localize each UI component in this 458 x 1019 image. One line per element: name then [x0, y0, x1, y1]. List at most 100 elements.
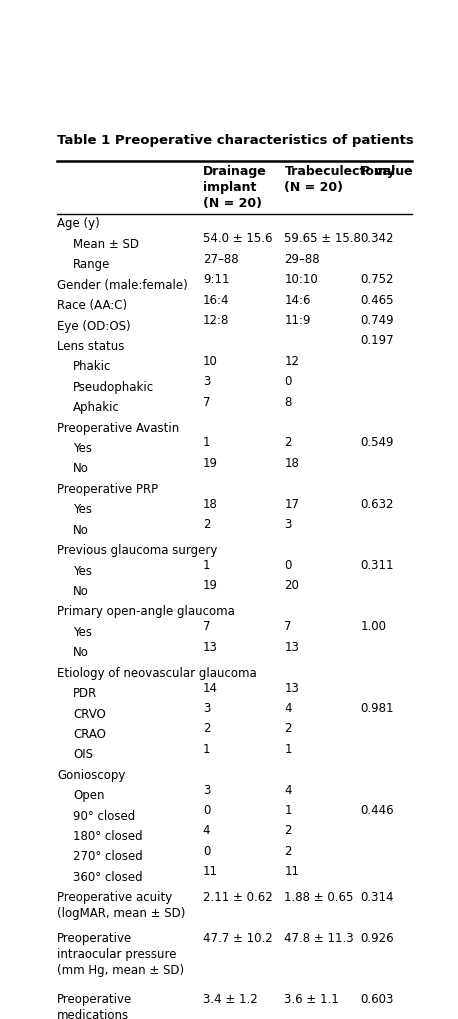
Text: Primary open-angle glaucoma: Primary open-angle glaucoma — [57, 605, 235, 618]
Text: Previous glaucoma surgery: Previous glaucoma surgery — [57, 543, 218, 556]
Text: 11: 11 — [284, 864, 300, 877]
Text: 19: 19 — [203, 579, 218, 592]
Text: 0: 0 — [203, 844, 210, 857]
Text: PDR: PDR — [73, 687, 98, 699]
Text: 59.65 ± 15.8: 59.65 ± 15.8 — [284, 232, 361, 245]
Text: Trabeculectomy
(N = 20): Trabeculectomy (N = 20) — [284, 165, 395, 194]
Text: 8: 8 — [284, 395, 292, 409]
Text: Drainage
implant
(N = 20): Drainage implant (N = 20) — [203, 165, 267, 210]
Text: 3: 3 — [203, 783, 210, 796]
Text: 0.342: 0.342 — [361, 232, 394, 245]
Text: 13: 13 — [284, 640, 299, 653]
Text: 16:4: 16:4 — [203, 293, 229, 307]
Text: 0.549: 0.549 — [361, 436, 394, 449]
Text: No: No — [73, 646, 89, 658]
Text: 4: 4 — [284, 783, 292, 796]
Text: 1: 1 — [284, 742, 292, 755]
Text: 3.6 ± 1.1: 3.6 ± 1.1 — [284, 993, 339, 1006]
Text: 0: 0 — [284, 375, 292, 388]
Text: Preoperative PRP: Preoperative PRP — [57, 482, 158, 495]
Text: Age (y): Age (y) — [57, 217, 100, 230]
Text: Preoperative Avastin: Preoperative Avastin — [57, 421, 180, 434]
Text: 2.11 ± 0.62: 2.11 ± 0.62 — [203, 891, 273, 904]
Text: 270° closed: 270° closed — [73, 850, 143, 863]
Text: 4: 4 — [284, 701, 292, 714]
Text: No: No — [73, 523, 89, 536]
Text: 13: 13 — [284, 681, 299, 694]
Text: 0.749: 0.749 — [361, 314, 394, 327]
Text: 12: 12 — [284, 355, 300, 368]
Text: 360° closed: 360° closed — [73, 870, 143, 883]
Text: 0.311: 0.311 — [361, 558, 394, 572]
Text: 2: 2 — [284, 436, 292, 449]
Text: 0: 0 — [203, 803, 210, 816]
Text: CRVO: CRVO — [73, 707, 106, 719]
Text: 18: 18 — [284, 457, 299, 470]
Text: 1: 1 — [284, 803, 292, 816]
Text: 4: 4 — [203, 823, 210, 837]
Text: 0.981: 0.981 — [361, 701, 394, 714]
Text: 90° closed: 90° closed — [73, 809, 136, 821]
Text: Gender (male:female): Gender (male:female) — [57, 278, 188, 291]
Text: 29–88: 29–88 — [284, 253, 320, 266]
Text: 47.8 ± 11.3: 47.8 ± 11.3 — [284, 931, 354, 945]
Text: 7: 7 — [284, 620, 292, 633]
Text: 20: 20 — [284, 579, 299, 592]
Text: Open: Open — [73, 789, 105, 801]
Text: 7: 7 — [203, 620, 210, 633]
Text: Etiology of neovascular glaucoma: Etiology of neovascular glaucoma — [57, 666, 257, 679]
Text: 0.603: 0.603 — [361, 993, 394, 1006]
Text: Phakic: Phakic — [73, 360, 112, 373]
Text: Pseudophakic: Pseudophakic — [73, 380, 154, 393]
Text: 47.7 ± 10.2: 47.7 ± 10.2 — [203, 931, 273, 945]
Text: 11: 11 — [203, 864, 218, 877]
Text: Yes: Yes — [73, 441, 92, 454]
Text: 0.446: 0.446 — [361, 803, 394, 816]
Text: 18: 18 — [203, 497, 218, 511]
Text: 0: 0 — [284, 558, 292, 572]
Text: 0.632: 0.632 — [361, 497, 394, 511]
Text: Gonioscopy: Gonioscopy — [57, 768, 125, 781]
Text: 3.4 ± 1.2: 3.4 ± 1.2 — [203, 993, 257, 1006]
Text: 3: 3 — [284, 518, 292, 531]
Text: 10: 10 — [203, 355, 218, 368]
Text: Yes: Yes — [73, 626, 92, 638]
Text: Range: Range — [73, 258, 110, 271]
Text: Preoperative
intraocular pressure
(mm Hg, mean ± SD): Preoperative intraocular pressure (mm Hg… — [57, 931, 185, 976]
Text: 3: 3 — [203, 375, 210, 388]
Text: 3: 3 — [203, 701, 210, 714]
Text: 2: 2 — [284, 844, 292, 857]
Text: Preoperative acuity
(logMAR, mean ± SD): Preoperative acuity (logMAR, mean ± SD) — [57, 891, 185, 919]
Text: Preoperative
medications
(mean ± SD): Preoperative medications (mean ± SD) — [57, 993, 134, 1019]
Text: 2: 2 — [284, 823, 292, 837]
Text: 1.88 ± 0.65: 1.88 ± 0.65 — [284, 891, 354, 904]
Text: 10:10: 10:10 — [284, 273, 318, 286]
Text: Lens status: Lens status — [57, 339, 125, 353]
Text: 2: 2 — [203, 721, 210, 735]
Text: 0.926: 0.926 — [361, 931, 394, 945]
Text: 1: 1 — [203, 558, 210, 572]
Text: Mean ± SD: Mean ± SD — [73, 237, 139, 251]
Text: Table 1 Preoperative characteristics of patients: Table 1 Preoperative characteristics of … — [57, 135, 414, 147]
Text: 180° closed: 180° closed — [73, 829, 143, 843]
Text: No: No — [73, 585, 89, 597]
Text: 19: 19 — [203, 457, 218, 470]
Text: CRAO: CRAO — [73, 728, 106, 740]
Text: 17: 17 — [284, 497, 300, 511]
Text: 0.314: 0.314 — [361, 891, 394, 904]
Text: 0.465: 0.465 — [361, 293, 394, 307]
Text: 2: 2 — [284, 721, 292, 735]
Text: 12:8: 12:8 — [203, 314, 229, 327]
Text: 7: 7 — [203, 395, 210, 409]
Text: 0.752: 0.752 — [361, 273, 394, 286]
Text: Yes: Yes — [73, 502, 92, 516]
Text: No: No — [73, 462, 89, 475]
Text: 27–88: 27–88 — [203, 253, 239, 266]
Text: Race (AA:C): Race (AA:C) — [57, 299, 127, 312]
Text: 13: 13 — [203, 640, 218, 653]
Text: Aphakic: Aphakic — [73, 400, 120, 414]
Text: P value: P value — [361, 165, 412, 177]
Text: 2: 2 — [203, 518, 210, 531]
Text: OIS: OIS — [73, 748, 93, 760]
Text: 54.0 ± 15.6: 54.0 ± 15.6 — [203, 232, 272, 245]
